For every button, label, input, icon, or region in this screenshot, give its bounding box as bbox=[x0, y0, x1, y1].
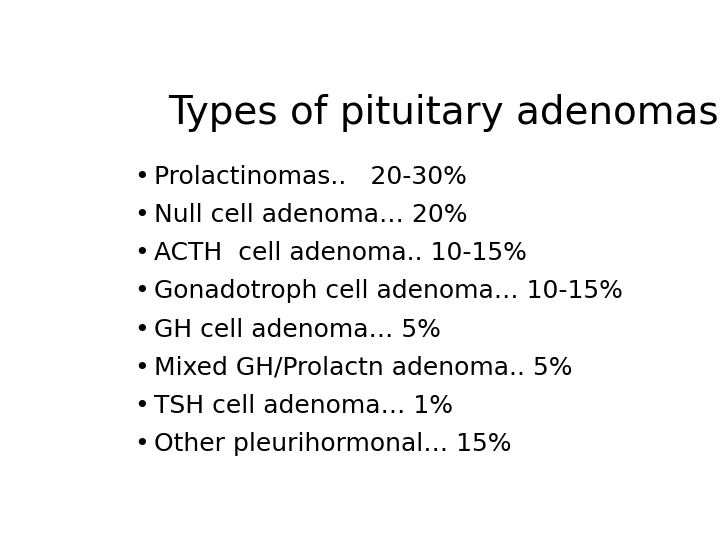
Text: TSH cell adenoma… 1%: TSH cell adenoma… 1% bbox=[154, 394, 453, 418]
Text: •: • bbox=[135, 165, 149, 188]
Text: •: • bbox=[135, 203, 149, 227]
Text: Gonadotroph cell adenoma… 10-15%: Gonadotroph cell adenoma… 10-15% bbox=[154, 279, 623, 303]
Text: •: • bbox=[135, 356, 149, 380]
Text: •: • bbox=[135, 394, 149, 418]
Text: •: • bbox=[135, 279, 149, 303]
Text: Other pleurihormonal… 15%: Other pleurihormonal… 15% bbox=[154, 433, 512, 456]
Text: •: • bbox=[135, 241, 149, 265]
Text: Types of pituitary adenomas: Types of pituitary adenomas bbox=[168, 94, 719, 132]
Text: •: • bbox=[135, 433, 149, 456]
Text: Prolactinomas..   20-30%: Prolactinomas.. 20-30% bbox=[154, 165, 467, 188]
Text: ACTH  cell adenoma.. 10-15%: ACTH cell adenoma.. 10-15% bbox=[154, 241, 527, 265]
Text: GH cell adenoma… 5%: GH cell adenoma… 5% bbox=[154, 318, 441, 342]
Text: Null cell adenoma… 20%: Null cell adenoma… 20% bbox=[154, 203, 468, 227]
Text: Mixed GH/Prolactn adenoma.. 5%: Mixed GH/Prolactn adenoma.. 5% bbox=[154, 356, 572, 380]
Text: •: • bbox=[135, 318, 149, 342]
